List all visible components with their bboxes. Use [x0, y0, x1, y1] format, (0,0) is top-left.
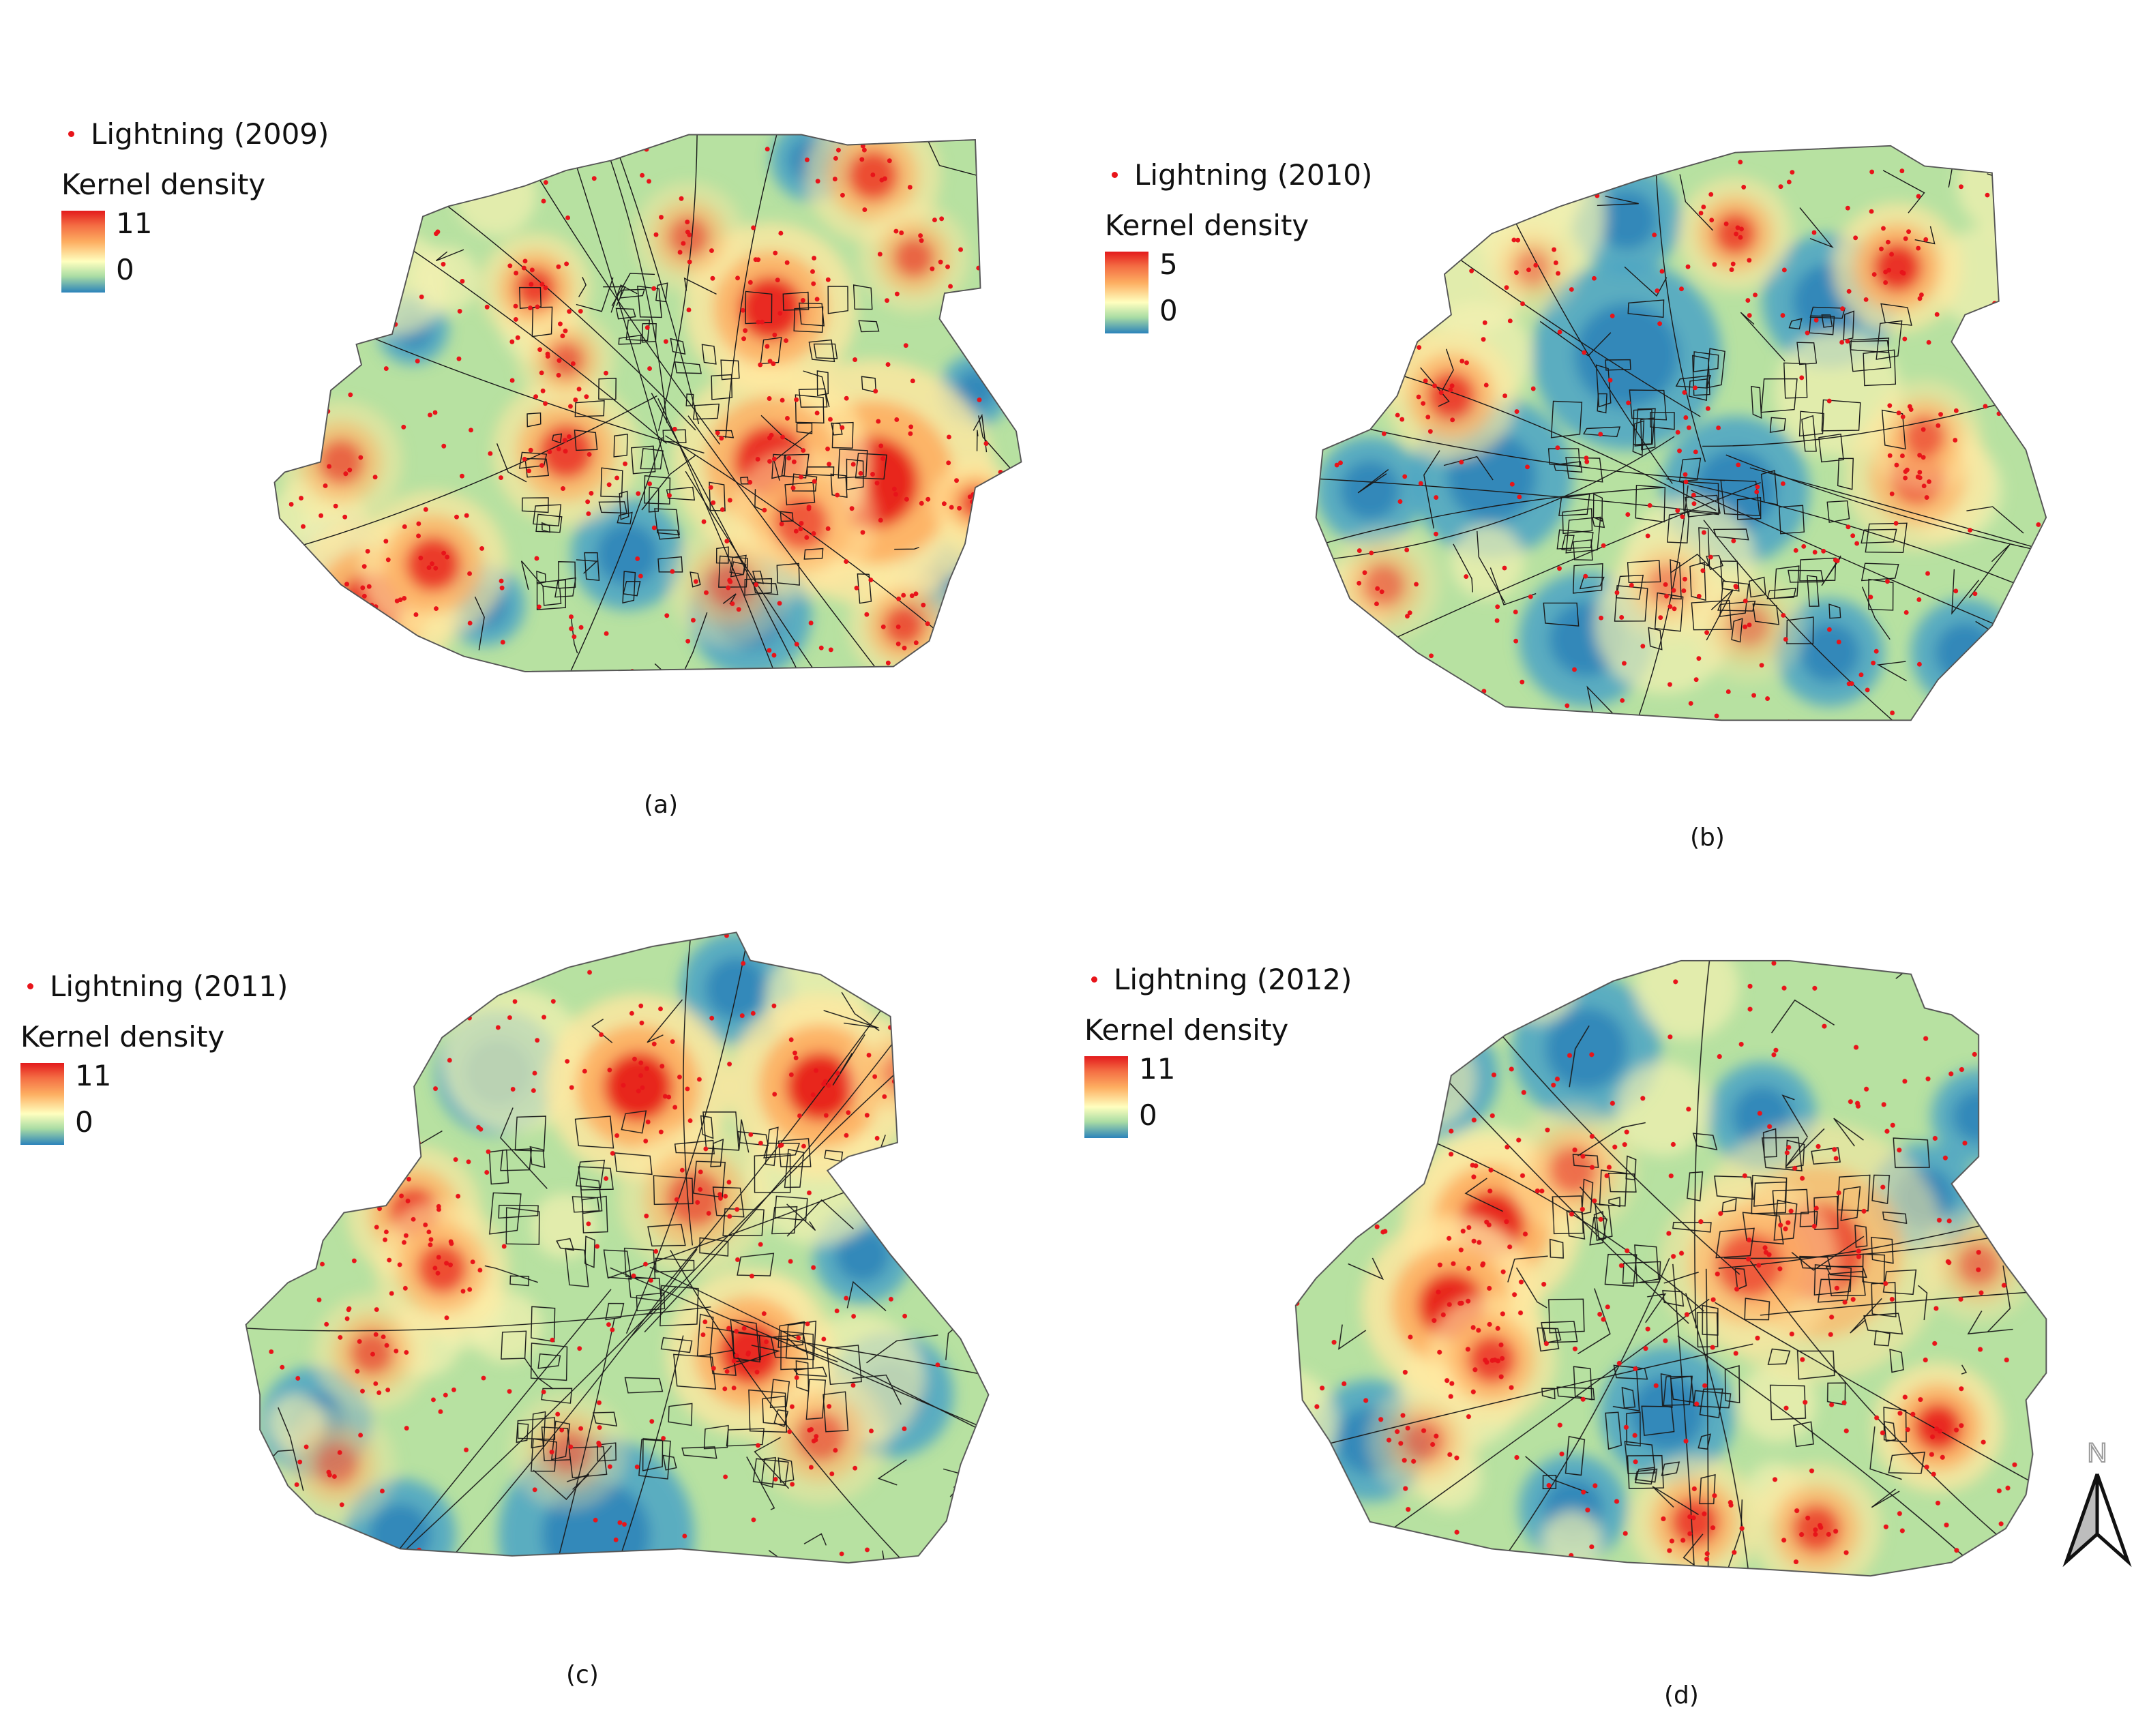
legend-min-value: 0 [75, 1105, 93, 1139]
caption-a: (a) [644, 791, 679, 819]
study-area-outline [1294, 959, 2047, 1577]
color-ramp [61, 211, 105, 293]
density-surface [1295, 960, 2047, 1576]
lightning-point-icon [1112, 171, 1118, 178]
legend-density-title: Kernel density [1084, 1013, 1289, 1047]
north-arrow-icon: N [2062, 1437, 2132, 1568]
color-ramp [1084, 1056, 1128, 1138]
legend-point-label: Lightning (2010) [1134, 158, 1373, 192]
legend-b: Lightning (2010) Kernel density 5 0 [1105, 157, 1372, 333]
legend-point-row: Lightning (2011) [20, 968, 288, 1004]
legend-min-value: 0 [1139, 1098, 1157, 1132]
legend-max-value: 5 [1159, 248, 1178, 281]
legend-point-row: Lightning (2012) [1084, 961, 1352, 997]
density-map-c [245, 931, 990, 1563]
lightning-point-icon [27, 983, 33, 989]
legend-density-title: Kernel density [20, 1020, 225, 1053]
legend-point-label: Lightning (2012) [1114, 962, 1352, 996]
density-surface [246, 932, 989, 1563]
study-area-outline [245, 931, 990, 1563]
legend-point-row: Lightning (2009) [61, 116, 329, 151]
lightning-point-icon [68, 130, 74, 137]
legend-d: Lightning (2012) Kernel density 11 0 [1084, 961, 1352, 1138]
density-surface [1316, 145, 2047, 721]
density-map-b [1315, 145, 2047, 721]
road-network [246, 932, 989, 1563]
legend-min-value: 0 [116, 253, 134, 286]
caption-c: (c) [566, 1661, 599, 1689]
color-ramp [1105, 252, 1148, 333]
legend-max-value: 11 [116, 207, 153, 240]
north-label: N [2088, 1438, 2107, 1468]
north-arrow: N [2053, 1432, 2141, 1575]
legend-point-row: Lightning (2010) [1105, 157, 1372, 192]
legend-density-title: Kernel density [1105, 209, 1309, 242]
legend-c: Lightning (2011) Kernel density 11 0 [20, 968, 288, 1145]
density-map-a [273, 134, 1022, 672]
color-ramp [20, 1063, 64, 1145]
caption-d: (d) [1664, 1681, 1699, 1709]
caption-b: (b) [1690, 824, 1725, 852]
legend-max-value: 11 [75, 1059, 112, 1092]
legend-min-value: 0 [1159, 294, 1178, 327]
density-surface [274, 134, 1022, 672]
legend-point-label: Lightning (2011) [50, 969, 288, 1003]
legend-density-title: Kernel density [61, 168, 266, 201]
legend-point-label: Lightning (2009) [91, 117, 329, 151]
study-area-outline [273, 134, 1022, 672]
study-area-outline [1315, 145, 2047, 721]
legend-a: Lightning (2009) Kernel density 11 0 [61, 116, 329, 293]
density-map-d [1294, 959, 2047, 1577]
lightning-point-icon [1091, 976, 1097, 983]
legend-max-value: 11 [1139, 1052, 1176, 1086]
